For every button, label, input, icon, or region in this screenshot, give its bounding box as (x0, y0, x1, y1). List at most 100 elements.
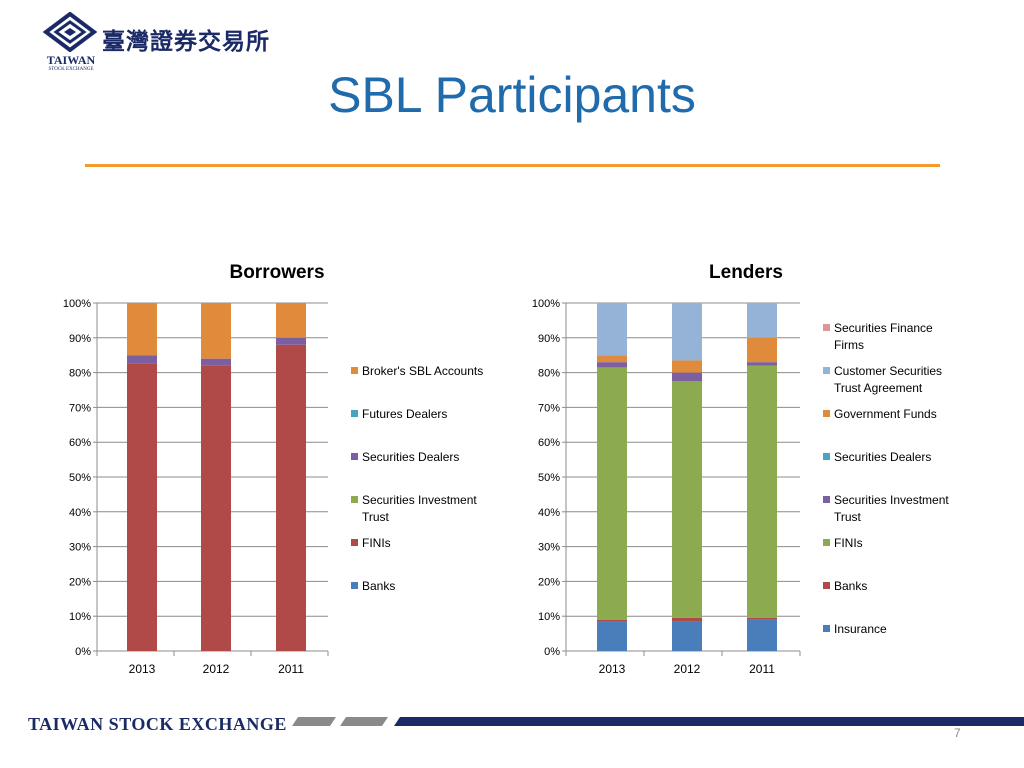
borrowers-legend-swatch-finis (351, 539, 358, 546)
lenders-bar-2013-banks (597, 619, 627, 622)
logo-subname: STOCK EXCHANGE (48, 67, 94, 72)
lenders-y-tick-label: 100% (532, 298, 560, 310)
lenders-y-tick-label: 80% (538, 368, 560, 380)
lenders-legend-label: Customer Securities (834, 364, 942, 378)
borrowers-bar-2011-securities-dealers (276, 337, 306, 345)
lenders-bar-2012-insurance (672, 621, 702, 651)
lenders-bar-2011-finis (747, 365, 777, 618)
borrowers-bar-2013-broker-s-sbl-accounts (127, 303, 157, 356)
borrowers-y-tick-label: 10% (69, 611, 91, 623)
lenders-y-tick-label: 20% (538, 576, 560, 588)
borrowers-bar-2011-broker-s-sbl-accounts (276, 303, 306, 338)
lenders-legend-label: Securities Investment (834, 493, 949, 507)
logo-chinese-name: 臺灣證券交易所 (102, 28, 270, 55)
footer-stripes (292, 717, 1024, 726)
borrowers-chart-title: Borrowers (229, 262, 324, 283)
borrowers-y-tick-label: 100% (63, 298, 91, 310)
borrowers-y-tick-label: 50% (69, 472, 91, 484)
borrowers-y-tick-label: 20% (69, 576, 91, 588)
borrowers-y-tick-label: 60% (69, 437, 91, 449)
borrowers-legend-label: FINIs (362, 536, 391, 550)
borrowers-legend-label: Securities Dealers (362, 450, 459, 464)
lenders-x-tick-label: 2011 (749, 662, 775, 676)
lenders-bar-2012-banks (672, 617, 702, 622)
lenders-legend-label: Securities Finance (834, 321, 933, 335)
borrowers-y-tick-label: 80% (69, 368, 91, 380)
footer-stripe-1 (292, 717, 336, 726)
borrowers-legend-swatch-securities-dealers (351, 453, 358, 460)
borrowers-y-tick-label: 30% (69, 542, 91, 554)
borrowers-bar-2013-finis (127, 363, 157, 651)
lenders-legend-swatch-securities-finance-firms (823, 324, 830, 331)
lenders-y-tick-label: 70% (538, 402, 560, 414)
lenders-bar-2013-government-funds (597, 355, 627, 363)
lenders-y-tick-label: 10% (538, 611, 560, 623)
borrowers-bar-2011-finis (276, 344, 306, 651)
borrowers-legend-swatch-securities-investment-trust (351, 496, 358, 503)
lenders-legend-swatch-securities-investment-trust (823, 496, 830, 503)
page-number: 7 (954, 726, 961, 740)
lenders-legend-swatch-finis (823, 539, 830, 546)
lenders-bar-2013-finis (597, 367, 627, 620)
lenders-bar-2013-customer-securities-trust-agreement (597, 303, 627, 356)
lenders-y-tick-label: 90% (538, 333, 560, 345)
borrowers-y-tick-label: 70% (69, 402, 91, 414)
lenders-y-tick-label: 60% (538, 437, 560, 449)
lenders-legend-swatch-insurance (823, 625, 830, 632)
lenders-bar-2011-banks (747, 617, 777, 620)
borrowers-bar-2012-broker-s-sbl-accounts (201, 303, 231, 359)
lenders-legend-label: Government Funds (834, 407, 937, 421)
borrowers-x-tick-label: 2012 (203, 662, 230, 676)
borrowers-x-tick-label: 2013 (129, 662, 156, 676)
lenders-chart-title: Lenders (709, 262, 783, 283)
footer-bar (394, 717, 1024, 726)
lenders-legend-label: Insurance (834, 622, 887, 636)
borrowers-y-tick-label: 90% (69, 333, 91, 345)
lenders-bar-2012-customer-securities-trust-agreement (672, 303, 702, 361)
lenders-y-tick-label: 40% (538, 507, 560, 519)
lenders-legend-swatch-government-funds (823, 410, 830, 417)
lenders-bar-2012-finis (672, 381, 702, 618)
lenders-y-tick-label: 0% (544, 646, 560, 658)
page-title: SBL Participants (328, 67, 696, 123)
borrowers-y-tick-label: 40% (69, 507, 91, 519)
borrowers-x-tick-label: 2011 (278, 662, 304, 676)
lenders-legend-label: FINIs (834, 536, 863, 550)
lenders-bar-2013-securities-investment-trust (597, 362, 627, 368)
lenders-legend-label: Trust (834, 510, 862, 524)
lenders-legend-label: Securities Dealers (834, 450, 931, 464)
lenders-legend-label: Trust Agreement (834, 381, 923, 395)
borrowers-bar-2013-securities-dealers (127, 355, 157, 364)
lenders-y-tick-label: 30% (538, 542, 560, 554)
title-divider (85, 164, 940, 167)
footer-stripe-2 (340, 717, 388, 726)
lenders-bar-2011-insurance (747, 619, 777, 651)
borrowers-bar-2012-finis (201, 365, 231, 651)
borrowers-legend-label: Futures Dealers (362, 407, 447, 421)
lenders-legend-label: Banks (834, 579, 867, 593)
lenders-bar-2013-insurance (597, 621, 627, 651)
lenders-legend-swatch-customer-securities-trust-agreement (823, 367, 830, 374)
lenders-bar-2012-government-funds (672, 360, 702, 373)
borrowers-legend-label: Banks (362, 579, 395, 593)
borrowers-bar-2012-securities-dealers (201, 358, 231, 366)
borrowers-legend-swatch-broker-s-sbl-accounts (351, 367, 358, 374)
lenders-bar-2011-government-funds (747, 337, 777, 363)
borrowers-legend-swatch-futures-dealers (351, 410, 358, 417)
logo: TAIWAN STOCK EXCHANGE 臺灣證券交易所 (36, 10, 276, 72)
twse-logo-icon (42, 12, 98, 52)
lenders-legend-swatch-banks (823, 582, 830, 589)
borrowers-legend-label: Trust (362, 510, 390, 524)
lenders-legend-swatch-securities-dealers (823, 453, 830, 460)
lenders-bar-2012-securities-investment-trust (672, 372, 702, 382)
lenders-legend-label: Firms (834, 338, 864, 352)
lenders-bar-2011-customer-securities-trust-agreement (747, 303, 777, 338)
logo-name: TAIWAN (46, 53, 96, 67)
footer-text: TAIWAN STOCK EXCHANGE (28, 714, 287, 734)
borrowers-y-tick-label: 0% (75, 646, 91, 658)
charts-canvas: Borrowers 0% 10% 20% 30% 40% 50% 60% 70% 80% 90% 10… (63, 262, 950, 676)
borrowers-legend-swatch-banks (351, 582, 358, 589)
lenders-bar-2011-securities-investment-trust (747, 362, 777, 366)
lenders-x-tick-label: 2013 (599, 662, 626, 676)
borrowers-legend-label: Broker's SBL Accounts (362, 364, 483, 378)
